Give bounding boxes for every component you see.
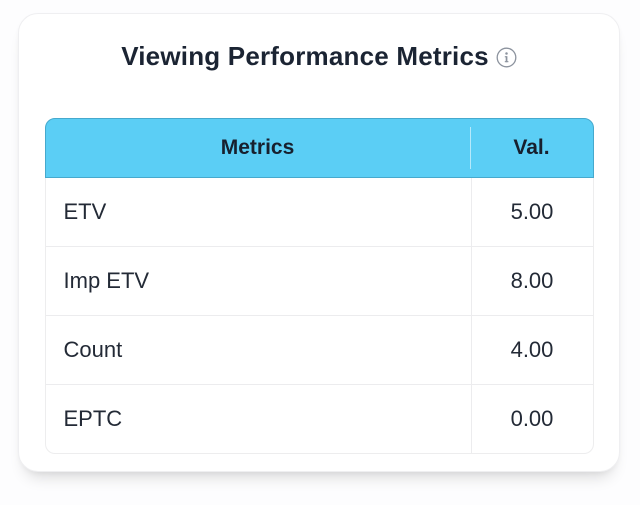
metric-label: Imp ETV	[46, 247, 472, 315]
metrics-card: Viewing Performance Metrics Metrics Val.…	[18, 13, 620, 472]
card-header: Viewing Performance Metrics	[19, 41, 619, 71]
table-row-count: Count 4.00	[45, 316, 593, 385]
metric-label: Count	[46, 316, 472, 384]
metric-value: 0.00	[510, 406, 554, 431]
page-title: Viewing Performance Metrics	[121, 41, 489, 71]
table-row-imp-etv: Imp ETV 8.00	[45, 247, 593, 316]
metric-label: EPTC	[46, 385, 472, 453]
metric-value: 8.00	[510, 268, 554, 293]
metric-label: ETV	[46, 178, 472, 246]
metrics-table: Metrics Val. ETV 5.00 Imp ETV 8.00 Count…	[44, 118, 594, 454]
table-row-eptc: EPTC 0.00	[46, 385, 593, 453]
column-header-val: Val.	[513, 136, 550, 159]
metric-value: 4.00	[510, 337, 554, 362]
metric-value: 5.00	[510, 199, 554, 224]
table-header-row: Metrics Val.	[44, 118, 594, 178]
header-column-divider	[469, 127, 471, 169]
info-icon[interactable]	[496, 47, 517, 68]
table-row-etv: ETV 5.00	[45, 178, 593, 247]
table-body: ETV 5.00 Imp ETV 8.00 Count 4.00 EPTC 0.…	[44, 178, 594, 454]
column-header-metrics: Metrics	[220, 136, 295, 159]
